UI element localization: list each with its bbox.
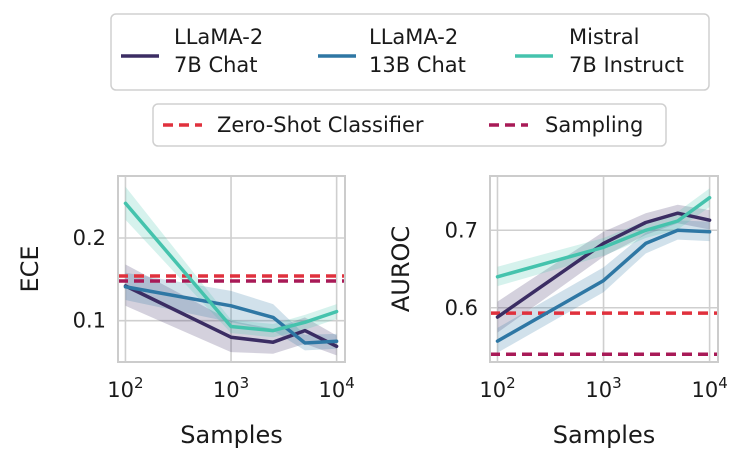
p0-line-llama-2-7b-chat — [123, 284, 339, 349]
p1-line-llama-2-13b-chat — [495, 228, 712, 343]
p1-xtick-label-0: 102 — [479, 374, 515, 402]
p0-line-mistral-7b-instruct — [123, 201, 339, 333]
legend-label-mistral-line2: 7B Instruct — [569, 53, 684, 77]
p1-x-axis-label: Samples — [553, 421, 656, 449]
panel-ece: 102 103 104 0.1 0.2 Samples ECE — [16, 175, 355, 449]
p1-line-llama-2-7b-chat — [495, 211, 712, 319]
p1-line-mistral-7b-instruct — [495, 195, 712, 279]
p0-ytick-label-0: 0.1 — [73, 309, 106, 333]
legend-label-mistral-line1: Mistral — [569, 25, 639, 49]
p0-xtick-label-1: 103 — [213, 374, 249, 402]
p0-ytick-label-1: 0.2 — [73, 226, 106, 250]
p1-band-llama-2-7b-chat — [497, 204, 710, 333]
p0-line-llama-2-13b-chat — [123, 285, 339, 345]
legend-label-llama-7b-line2: 7B Chat — [174, 53, 258, 77]
p0-plot-frame — [117, 175, 346, 363]
p1-xtick-label-2: 104 — [691, 374, 727, 402]
p0-y-axis-label: ECE — [16, 245, 44, 292]
legend-models-box — [110, 13, 710, 91]
panel-auroc: 102 103 104 0.6 0.7 Samples AUROC — [387, 175, 728, 449]
p0-xtick-label-0: 102 — [107, 374, 143, 402]
p1-ytick-label-0: 0.6 — [445, 296, 478, 320]
legend-entry-mistral: Mistral 7B Instruct — [515, 25, 684, 77]
legend-label-zero-shot: Zero-Shot Classifier — [217, 113, 424, 137]
p0-band-mistral-7b-instruct — [125, 186, 337, 338]
legend-label-sampling: Sampling — [545, 113, 643, 137]
legend-entry-llama-7b: LLaMA-2 7B Chat — [121, 25, 263, 77]
legend-baselines-box — [152, 103, 667, 147]
legend-label-llama-13b-line1: LLaMA-2 — [369, 25, 458, 49]
legend-entry-zero-shot: Zero-Shot Classifier — [163, 113, 424, 137]
p1-plot-frame — [489, 175, 719, 363]
p1-band-llama-2-13b-chat — [497, 220, 710, 353]
p0-band-llama-2-7b-chat — [125, 264, 337, 356]
legend-models: LLaMA-2 7B Chat LLaMA-2 13B Chat Mistral… — [110, 13, 710, 91]
p1-xtick-label-1: 103 — [585, 374, 621, 402]
legend-entry-llama-13b: LLaMA-2 13B Chat — [318, 25, 466, 77]
legend-baselines: Zero-Shot Classifier Sampling — [152, 103, 667, 147]
p0-band-llama-2-13b-chat — [125, 272, 337, 351]
legend-entry-sampling: Sampling — [489, 113, 643, 137]
legend-label-llama-7b-line1: LLaMA-2 — [174, 25, 263, 49]
p0-x-axis-label: Samples — [180, 421, 283, 449]
p1-y-axis-label: AUROC — [387, 226, 415, 312]
legend-label-llama-13b-line2: 13B Chat — [369, 53, 466, 77]
p1-ytick-label-1: 0.7 — [445, 218, 478, 242]
p0-xtick-label-2: 104 — [318, 374, 354, 402]
